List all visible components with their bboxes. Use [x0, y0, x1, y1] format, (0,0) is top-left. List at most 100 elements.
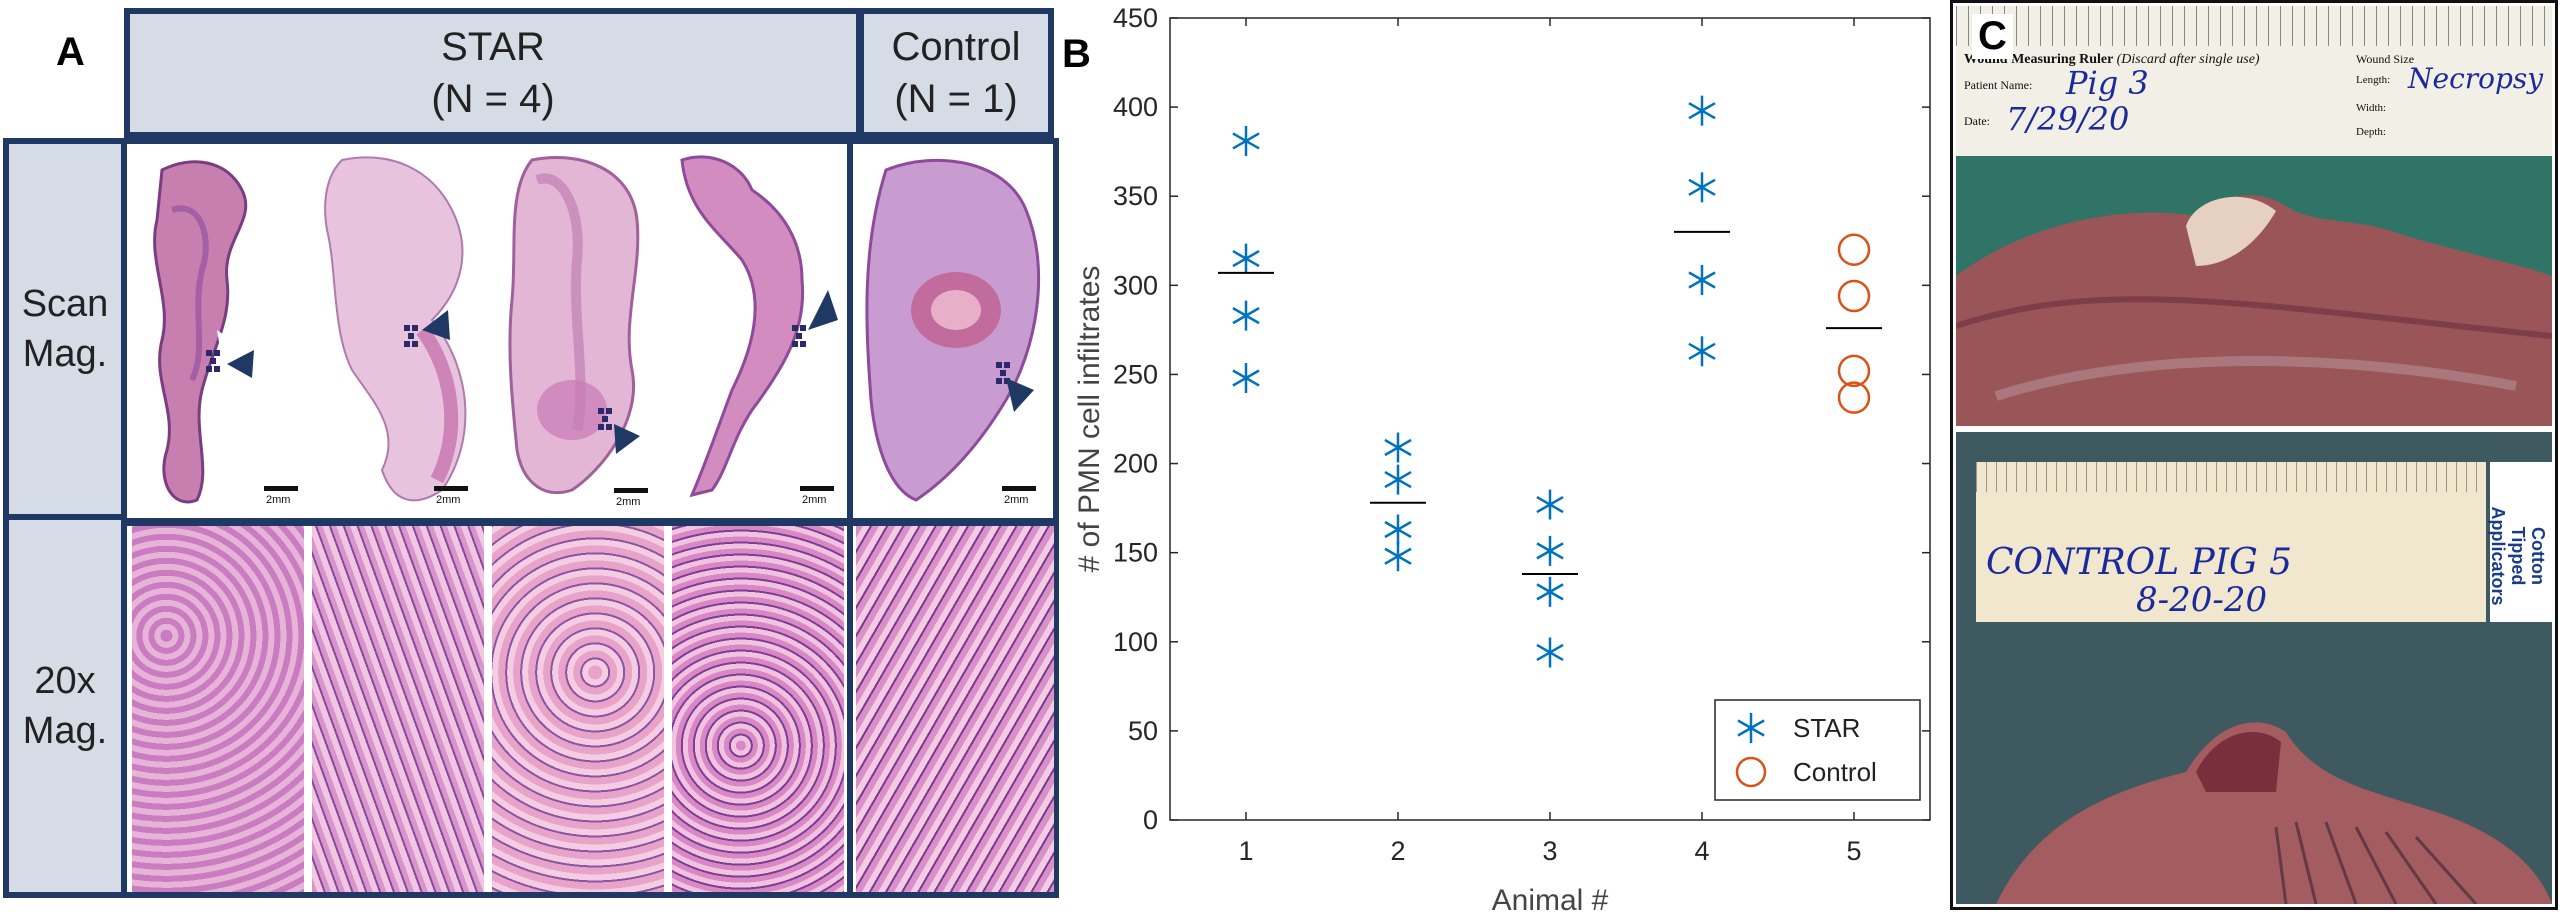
depth-label: Depth: — [2356, 126, 2386, 138]
star-point — [1688, 95, 1716, 126]
header-control-label: Control — [891, 25, 1021, 69]
date-value: 7/29/20 — [2006, 100, 2130, 138]
scan-image-2 — [324, 156, 467, 502]
y-tick-label: 100 — [1113, 627, 1158, 657]
group-divider — [847, 144, 853, 892]
star-point — [1536, 489, 1564, 520]
brand-line2: Tipped — [2508, 526, 2528, 586]
scale-label-2: 2mm — [436, 494, 461, 506]
y-tick-label: 0 — [1143, 805, 1158, 835]
scale-label-1: 2mm — [266, 494, 291, 506]
star-point — [1232, 363, 1260, 394]
brand-line3: Applicators — [2488, 506, 2508, 606]
y-tick-label: 50 — [1128, 716, 1158, 746]
control-handwriting: CONTROL PIG 5 — [1986, 542, 2293, 583]
row-label-20x-line2: Mag. — [22, 710, 108, 752]
patient-value: Pig 3 — [2066, 64, 2149, 102]
x-tick-label: 1 — [1238, 836, 1253, 866]
mag-tile-2 — [312, 526, 484, 892]
scan-image-5 — [865, 158, 1041, 502]
scale-bar-4 — [800, 486, 834, 491]
row-label-20x-line1: 20x — [34, 660, 96, 702]
scan-tile-2: 2mm — [312, 150, 484, 518]
x-axis-label: Animal # — [1492, 884, 1609, 917]
control-point — [1837, 279, 1871, 313]
header-star-n: (N = 4) — [431, 77, 555, 121]
x-tick-label: 5 — [1846, 836, 1861, 866]
star-point — [1688, 264, 1716, 295]
scale-bar-1 — [264, 486, 298, 491]
y-tick-label: 400 — [1113, 92, 1158, 122]
scan-tile-5: 2mm — [856, 150, 1054, 518]
length-value: Necropsy — [2408, 62, 2544, 95]
star-point — [1384, 541, 1412, 572]
header-control-n: (N = 1) — [894, 77, 1018, 121]
star-point — [1232, 300, 1260, 331]
row-label-scan-line1: Scan — [21, 283, 109, 325]
pmn-scatter-chart: 0 50 100 150 200 250 300 350 400 450 1 2 3 4 5 Animal #… — [1073, 3, 1931, 917]
scan-tile-4: 2mm — [672, 150, 844, 518]
legend-star-marker — [1737, 713, 1765, 743]
size-label: Wound Size — [2356, 52, 2415, 66]
scan-image-1 — [153, 160, 282, 504]
width-label: Width: — [2356, 102, 2387, 114]
x-tick-label: 2 — [1390, 836, 1405, 866]
wound-ruler: Wound Measuring Ruler (Discard after sin… — [1956, 6, 2552, 156]
star-point — [1232, 125, 1260, 156]
histology-grid: 2mm 2mm 2mm — [121, 138, 1059, 898]
panel-b-letter: B — [1062, 32, 1091, 76]
y-tick-label: 200 — [1113, 449, 1158, 479]
scale-bar-5 — [1002, 486, 1036, 491]
mag-tile-1 — [132, 526, 304, 892]
y-tick-label: 350 — [1113, 181, 1158, 211]
photo-top: Wound Measuring Ruler (Discard after sin… — [1956, 6, 2552, 426]
mag-tile-4 — [672, 526, 844, 892]
y-tick-label: 250 — [1113, 359, 1158, 389]
mag-tile-3 — [492, 526, 664, 892]
applicator-label: Cotton Tipped Applicators — [2488, 462, 2552, 622]
header-star-label: STAR — [441, 25, 545, 69]
ruler-ticks — [1956, 6, 2552, 46]
y-tick-label: 450 — [1113, 3, 1158, 33]
star-point — [1536, 576, 1564, 607]
mag-tile-5 — [856, 526, 1054, 892]
panel-c: Wound Measuring Ruler (Discard after sin… — [1950, 0, 2560, 923]
star-point — [1384, 514, 1412, 545]
x-tick-label: 4 — [1694, 836, 1709, 866]
control-point — [1837, 381, 1871, 414]
legend-control-marker — [1735, 756, 1767, 788]
scale-label-4: 2mm — [802, 494, 827, 506]
header-star: STAR (N = 4) — [124, 8, 862, 138]
scan-tile-1: 2mm — [132, 150, 304, 518]
row-label-scan: Scan Mag. — [3, 138, 127, 520]
row-divider — [127, 518, 1053, 526]
date-label: Date: — [1964, 114, 1990, 128]
photo-bottom: CONTROL PIG 5 8-20-20 Cotton Tipped Appl… — [1956, 432, 2552, 904]
legend-star-label: STAR — [1793, 713, 1860, 743]
scale-label-3: 2mm — [616, 496, 641, 508]
scan-tile-3: 2mm — [492, 150, 664, 518]
patient-label: Patient Name: — [1964, 78, 2033, 92]
date-handwriting: 8-20-20 — [2136, 580, 2268, 620]
y-axis-label: # of PMN cell infiltrates — [1073, 266, 1106, 573]
y-tick-label: 300 — [1113, 270, 1158, 300]
star-point — [1688, 172, 1716, 203]
package-ruler-ticks — [1976, 462, 2486, 492]
tissue-bottom — [1996, 722, 2552, 904]
star-point — [1536, 535, 1564, 566]
star-point — [1688, 336, 1716, 367]
control-point — [1837, 354, 1871, 388]
legend-box — [1714, 699, 1921, 801]
row-label-20x: 20x Mag. — [3, 514, 127, 898]
scale-bar-3 — [614, 488, 648, 493]
scan-image-4 — [680, 155, 838, 498]
star-point — [1384, 464, 1412, 495]
panel-a-letter: A — [56, 30, 85, 74]
star-point — [1536, 637, 1564, 668]
length-label: Length: — [2356, 74, 2391, 86]
panel-a: A STAR (N = 4) Control (N = 1) Scan Mag.… — [0, 0, 1065, 923]
scan-image-3 — [508, 156, 640, 495]
star-point — [1232, 243, 1260, 274]
legend-control-label: Control — [1793, 757, 1877, 787]
control-point — [1837, 233, 1871, 266]
